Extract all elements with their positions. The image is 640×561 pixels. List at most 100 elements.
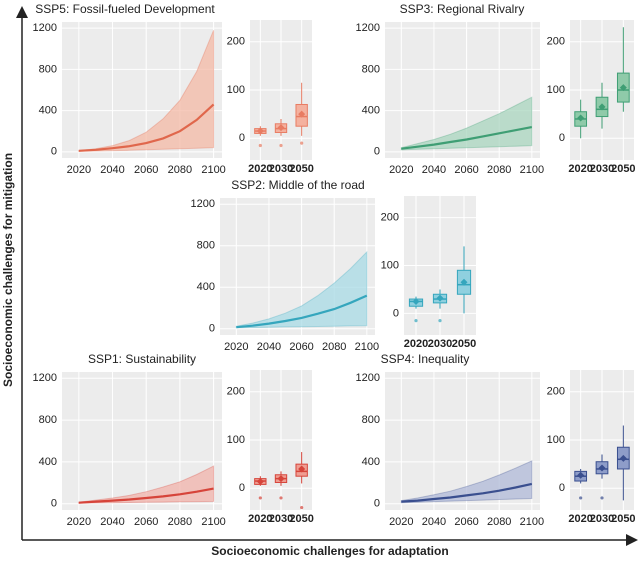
y-tick-label: 400 xyxy=(362,105,380,117)
y-tick-label: 100 xyxy=(227,434,245,446)
chart-title: SSP5: Fossil-fueled Development xyxy=(35,2,215,16)
x-tick-label: 2100 xyxy=(520,164,544,176)
x-tick-label: 2020 xyxy=(389,164,413,176)
y-tick-label: 100 xyxy=(227,84,245,96)
x-tick-label: 2030 xyxy=(590,513,614,525)
y-tick-label: 0 xyxy=(239,482,245,494)
x-tick-label: 2100 xyxy=(201,164,225,176)
median-line xyxy=(401,482,533,503)
chart-title: SSP1: Sustainability xyxy=(88,352,196,366)
x-tick-label: 2060 xyxy=(454,164,478,176)
outlier xyxy=(279,496,283,500)
x-tick-label: 2020 xyxy=(67,516,91,528)
mean-marker xyxy=(598,464,606,472)
uncertainty-band xyxy=(400,460,533,504)
y-tick-label: 0 xyxy=(51,146,57,158)
x-tick-label: 2020 xyxy=(404,338,428,350)
mean-marker xyxy=(577,114,585,122)
outlier xyxy=(300,505,304,510)
mean-marker xyxy=(256,478,264,486)
mean-marker xyxy=(298,465,306,473)
y-tick-label: 0 xyxy=(209,323,215,335)
x-axis-title: Socioeconomic challenges for adaptation xyxy=(211,544,448,558)
y-tick-label: 800 xyxy=(39,414,57,426)
y-tick-label: 400 xyxy=(39,456,57,468)
x-tick-label: 2040 xyxy=(100,164,124,176)
x-tick-label: 2050 xyxy=(611,513,635,525)
y-tick-label: 200 xyxy=(547,386,565,398)
outlier xyxy=(300,141,304,145)
y-tick-label: 0 xyxy=(559,482,565,494)
y-tick-label: 200 xyxy=(227,386,245,398)
y-tick-label: 1200 xyxy=(191,198,215,210)
median-line xyxy=(78,103,215,152)
y-tick-label: 1200 xyxy=(33,372,57,384)
outlier xyxy=(438,319,442,323)
x-tick-label: 2030 xyxy=(269,513,293,525)
x-tick-label: 2020 xyxy=(224,341,248,353)
x-tick-label: 2080 xyxy=(487,516,511,528)
y-tick-label: 100 xyxy=(381,259,399,271)
x-tick-label: 2030 xyxy=(269,163,293,175)
x-tick-label: 2020 xyxy=(568,513,592,525)
x-tick-label: 2040 xyxy=(257,341,281,353)
chart-title: SSP4: Inequality xyxy=(381,352,470,366)
x-tick-label: 2080 xyxy=(487,164,511,176)
y-axis-title: Socioeconomic challenges for mitigation xyxy=(1,153,15,387)
y-tick-label: 1200 xyxy=(33,22,57,34)
y-tick-label: 1200 xyxy=(356,22,380,34)
x-tick-label: 2030 xyxy=(590,163,614,175)
chart-title: SSP2: Middle of the road xyxy=(231,178,364,192)
mean-marker xyxy=(619,84,627,92)
outlier xyxy=(414,319,418,323)
mean-marker xyxy=(436,294,444,302)
mean-marker xyxy=(460,278,468,286)
x-tick-label: 2100 xyxy=(201,516,225,528)
mean-marker xyxy=(277,475,285,483)
median-line xyxy=(236,294,368,329)
outlier xyxy=(258,496,262,500)
chart-title: SSP3: Regional Rivalry xyxy=(400,2,525,16)
x-tick-label: 2080 xyxy=(168,516,192,528)
x-tick-label: 2020 xyxy=(248,513,272,525)
x-tick-label: 2100 xyxy=(520,516,544,528)
x-tick-label: 2080 xyxy=(168,164,192,176)
y-tick-label: 0 xyxy=(239,132,245,144)
x-tick-label: 2080 xyxy=(322,341,346,353)
outlier xyxy=(600,496,604,500)
uncertainty-band xyxy=(400,96,533,151)
y-tick-label: 100 xyxy=(547,84,565,96)
y-tick-label: 200 xyxy=(227,36,245,48)
median-line xyxy=(401,126,533,150)
x-tick-label: 2040 xyxy=(422,516,446,528)
y-tick-label: 800 xyxy=(39,63,57,75)
y-tick-label: 800 xyxy=(362,414,380,426)
y-tick-label: 100 xyxy=(547,434,565,446)
uncertainty-band xyxy=(78,30,215,152)
x-tick-label: 2040 xyxy=(100,516,124,528)
outlier xyxy=(579,496,583,500)
y-tick-label: 1200 xyxy=(356,372,380,384)
x-tick-label: 2050 xyxy=(611,163,635,175)
x-tick-label: 2060 xyxy=(134,516,158,528)
x-tick-label: 2040 xyxy=(422,164,446,176)
mean-marker xyxy=(619,454,627,462)
x-tick-label: 2020 xyxy=(389,516,413,528)
y-tick-label: 200 xyxy=(381,211,399,223)
y-tick-label: 800 xyxy=(362,63,380,75)
x-tick-label: 2060 xyxy=(289,341,313,353)
mean-marker xyxy=(577,471,585,479)
y-tick-label: 0 xyxy=(374,498,380,510)
x-tick-label: 2060 xyxy=(134,164,158,176)
mean-marker xyxy=(412,297,420,305)
x-tick-label: 2030 xyxy=(428,338,452,350)
y-tick-label: 0 xyxy=(559,132,565,144)
x-tick-label: 2050 xyxy=(452,338,476,350)
y-tick-label: 400 xyxy=(197,281,215,293)
x-tick-label: 2020 xyxy=(568,163,592,175)
y-tick-label: 800 xyxy=(197,240,215,252)
y-tick-label: 0 xyxy=(51,498,57,510)
mean-marker xyxy=(298,110,306,118)
y-tick-label: 0 xyxy=(374,146,380,158)
